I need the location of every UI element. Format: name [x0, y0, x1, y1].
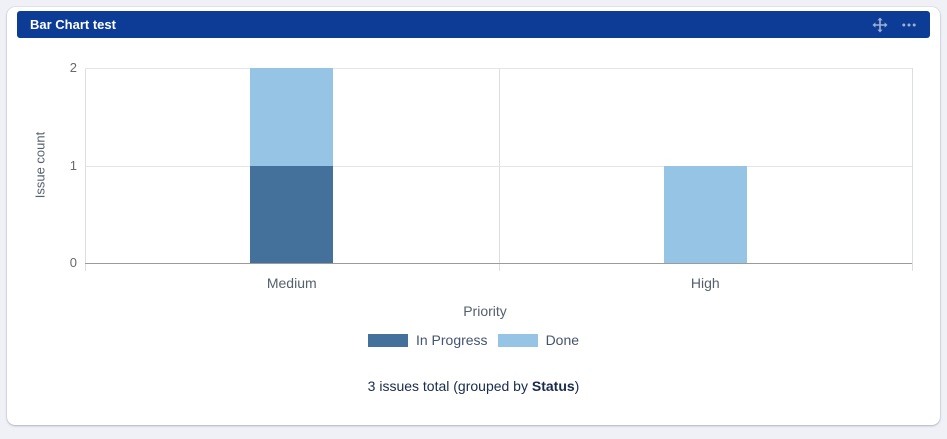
group-by-field: Status	[531, 378, 575, 394]
x-axis-category-label: Medium	[266, 275, 317, 291]
bar-segment-done[interactable]	[663, 165, 747, 263]
y-axis-tick-label: 0	[69, 255, 77, 270]
gadget-header-icons	[872, 17, 930, 33]
plot-gridline	[85, 263, 912, 264]
chart-legend: In Progress Done	[7, 332, 940, 348]
x-axis-title: Priority	[463, 303, 507, 319]
total-issues-summary: 3 issues total (grouped by Status)	[7, 378, 940, 394]
move-icon[interactable]	[872, 17, 888, 33]
bar-segment-done[interactable]	[250, 68, 334, 166]
plot-vertical-line	[912, 68, 913, 271]
more-options-icon[interactable]	[901, 17, 917, 33]
gadget-header: Bar Chart test	[17, 11, 930, 38]
bar-segment-in-progress[interactable]	[250, 165, 334, 263]
y-axis-tick-label: 2	[69, 60, 77, 75]
dashboard-gadget-card: Bar Chart test 0 1 2 Medium High Issue count…	[7, 7, 940, 425]
y-axis-tick-label: 1	[69, 157, 77, 173]
y-axis-title: Issue count	[32, 131, 48, 199]
legend-item: Done	[497, 332, 580, 348]
legend-item: In Progress	[367, 332, 488, 348]
legend-label: Done	[545, 332, 580, 348]
gadget-title: Bar Chart test	[30, 17, 116, 32]
summary-suffix: )	[574, 378, 580, 394]
bar-chart: 0 1 2 Medium High	[7, 7, 940, 425]
legend-label: In Progress	[415, 332, 488, 348]
plot-gridline	[85, 165, 912, 167]
plot-vertical-line	[498, 68, 500, 271]
summary-prefix: 3 issues total (grouped by	[367, 378, 532, 394]
legend-swatch	[367, 333, 408, 347]
x-axis-category-label: High	[690, 275, 720, 291]
plot-gridline	[85, 68, 912, 69]
plot-vertical-line	[85, 68, 86, 271]
legend-swatch	[497, 333, 538, 347]
